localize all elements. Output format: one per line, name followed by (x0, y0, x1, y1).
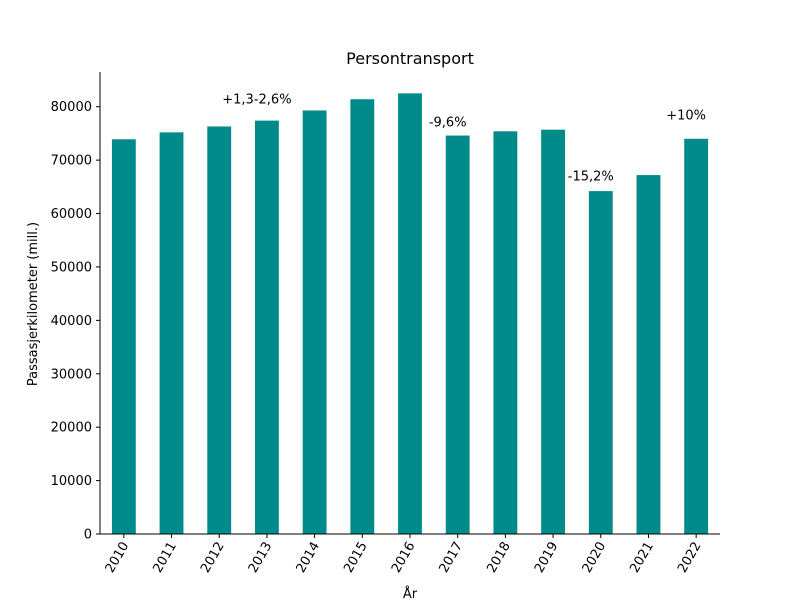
x-tick-label: 2016 (389, 540, 419, 576)
x-tick-label: 2021 (627, 540, 657, 576)
x-tick-label: 2019 (532, 540, 562, 576)
y-tick-label: 10000 (51, 474, 92, 489)
bar-2015 (350, 99, 375, 534)
bar-2013 (255, 120, 279, 535)
x-axis-label: År (403, 586, 418, 600)
y-tick-label: 0 (84, 528, 92, 543)
x-tick-label: 2022 (675, 540, 705, 576)
y-tick-label: 70000 (51, 154, 92, 169)
y-tick-label: 30000 (51, 367, 92, 382)
bar-2020 (588, 191, 613, 534)
y-axis-label: Passasjerkilometer (mill.) (26, 222, 41, 386)
chart-title: Persontransport (346, 49, 474, 68)
bar-2021 (636, 175, 661, 534)
x-tick-label: 2014 (294, 540, 324, 576)
bar-2018 (493, 131, 518, 534)
y-axis-ticks: 0 10000 20000 30000 40000 50000 60000 70000 8000… (51, 100, 100, 543)
x-tick-label: 2018 (484, 540, 514, 576)
y-tick-label: 20000 (51, 421, 92, 436)
bar-2011 (159, 132, 184, 534)
bar-2019 (541, 129, 565, 535)
y-tick-label: 40000 (51, 314, 92, 329)
annotation: -15,2% (568, 169, 614, 184)
x-tick-label: 2011 (150, 540, 180, 576)
x-axis-ticks: 2010 2011 2012 2013 2014 2015 2016 2017 2018 2019… (103, 534, 705, 576)
bars (111, 93, 709, 535)
annotation: +1,3-2,6% (222, 93, 291, 108)
bar-2012 (207, 126, 232, 535)
bar-2022 (684, 138, 709, 534)
x-tick-label: 2020 (580, 540, 610, 576)
annotation: +10% (666, 109, 706, 124)
annotations: +1,3-2,6% -9,6% -15,2% +10% (222, 93, 706, 185)
annotation: -9,6% (429, 115, 467, 130)
x-tick-label: 2013 (246, 540, 276, 576)
x-tick-label: 2017 (437, 540, 467, 576)
bar-2010 (111, 139, 136, 534)
bar-2014 (302, 110, 327, 534)
x-tick-label: 2010 (103, 540, 133, 576)
x-tick-label: 2015 (341, 540, 371, 576)
x-tick-label: 2012 (198, 540, 228, 576)
y-tick-label: 50000 (51, 260, 92, 275)
y-tick-label: 60000 (51, 207, 92, 222)
bar-2016 (398, 93, 422, 534)
bar-2017 (445, 135, 470, 534)
y-tick-label: 80000 (51, 100, 92, 115)
